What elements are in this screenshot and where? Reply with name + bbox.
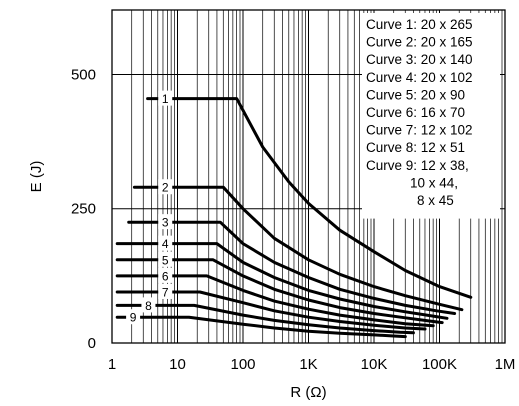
legend-entry: Curve 9: 12 x 38,	[366, 158, 469, 173]
legend-entry: Curve 7: 12 x 102	[366, 123, 473, 138]
curve-label-4: 4	[162, 237, 169, 251]
x-tick-label: 1K	[299, 356, 317, 373]
legend-entry: 10 x 44,	[410, 175, 458, 190]
curve-label-box	[158, 235, 173, 251]
legend-entry: Curve 4: 20 x 102	[366, 70, 473, 85]
curve-label-box	[126, 309, 141, 325]
curve-label-1: 1	[162, 92, 169, 106]
series-line-4	[115, 242, 449, 320]
curve-label-box	[158, 251, 173, 267]
x-tick-label: 1	[108, 356, 116, 373]
series-line-3	[127, 220, 457, 315]
series-line-8	[115, 303, 415, 335]
legend-entry: Curve 6: 16 x 70	[366, 105, 465, 120]
legend-entry: 8 x 45	[417, 193, 454, 208]
curve-label-2: 2	[162, 181, 169, 195]
curve-label-box	[158, 267, 173, 283]
x-tick-label: 10K	[361, 356, 388, 373]
x-axis-title: R (Ω)	[290, 384, 326, 401]
legend-entry: Curve 8: 12 x 51	[366, 140, 465, 155]
curve-label-5: 5	[162, 253, 169, 267]
plot-frame	[111, 9, 506, 344]
y-tick-label: 0	[88, 335, 96, 352]
axis-ticks: 1 10 100 1K 10K 100K 1M 0 250 500	[71, 66, 515, 373]
series-line-6	[115, 274, 435, 328]
curve-label-box	[158, 214, 173, 230]
series-line-9	[115, 315, 407, 339]
legend-entry: Curve 5: 20 x 90	[366, 87, 465, 102]
x-tick-label: 100	[230, 356, 255, 373]
series-line-1	[146, 97, 473, 299]
curve-label-7: 7	[162, 285, 169, 299]
series-line-7	[115, 290, 427, 331]
x-tick-label: 1M	[495, 356, 516, 373]
curve-label-9: 9	[130, 311, 137, 325]
curve-labels: 1 2 3 4 5 6 789	[126, 90, 173, 325]
curve-label-box	[141, 297, 156, 313]
curve-label-box	[158, 90, 173, 106]
legend-box	[362, 13, 500, 219]
series-line-2	[132, 185, 464, 312]
legend-entry: Curve 3: 20 x 140	[366, 52, 473, 67]
curve-label-box	[158, 283, 173, 299]
curve-label-6: 6	[162, 269, 169, 283]
curves	[115, 97, 473, 339]
curve-label-3: 3	[162, 216, 169, 230]
y-tick-label: 500	[71, 66, 96, 83]
y-axis-title: E (J)	[28, 161, 45, 193]
series-line-5	[115, 258, 444, 325]
legend-entry: Curve 2: 20 x 165	[366, 35, 473, 50]
legend: Curve 1: 20 x 265 Curve 2: 20 x 165 Curve …	[362, 13, 500, 219]
legend-entry: Curve 1: 20 x 265	[366, 17, 473, 32]
x-tick-label: 100K	[422, 356, 457, 373]
y-tick-label: 250	[71, 201, 96, 218]
curve-label-box	[158, 179, 173, 195]
curve-label-8: 8	[145, 299, 152, 313]
x-tick-label: 10	[169, 356, 186, 373]
